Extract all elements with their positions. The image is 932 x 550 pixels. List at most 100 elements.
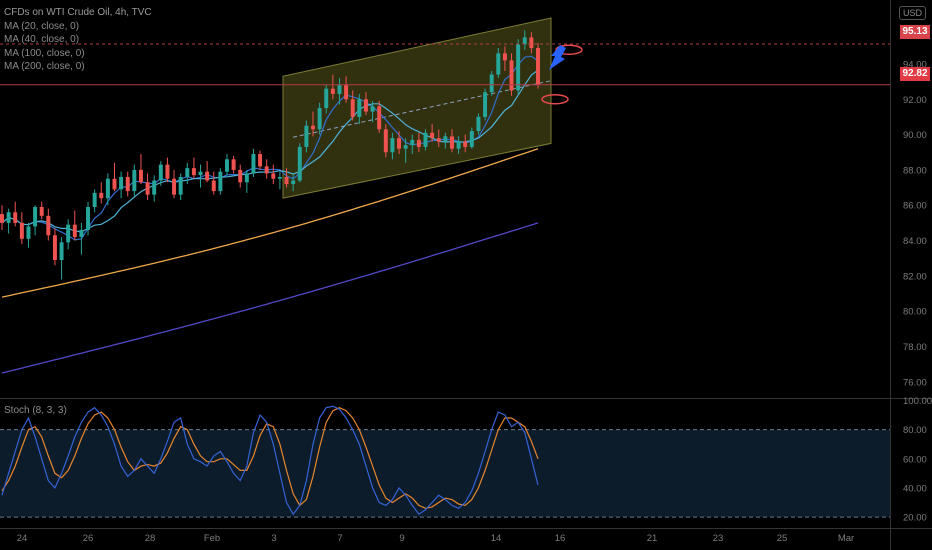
candle-body	[238, 169, 243, 183]
time-tick-label: 24	[17, 533, 28, 544]
moving-averages	[1, 55, 539, 374]
candle-body	[165, 164, 170, 179]
time-tick-label: 16	[555, 533, 566, 544]
candle-body	[324, 88, 329, 109]
time-tick-label: 21	[647, 533, 658, 544]
candle-body	[225, 159, 229, 172]
stoch-tick-label: 20.00	[903, 513, 927, 524]
candle-body	[191, 168, 196, 176]
candle-body	[516, 44, 521, 91]
candle-body	[350, 99, 355, 117]
candle-body	[211, 180, 216, 192]
candle-body	[244, 173, 249, 183]
ma20-label[interactable]: MA (20, close, 0)	[4, 20, 80, 32]
ma200-label[interactable]: MA (200, close, 0)	[4, 61, 85, 72]
time-tick-label: 7	[337, 533, 342, 544]
candle-body	[483, 92, 488, 117]
candle-body	[363, 99, 368, 112]
ma100-label[interactable]: MA (100, close, 0)	[4, 47, 85, 59]
candle-body	[291, 180, 296, 185]
ma40-label[interactable]: MA (40, close, 0)	[4, 34, 80, 45]
ma100-line	[1, 148, 539, 298]
candle-body	[86, 207, 91, 230]
ma200-line	[1, 222, 539, 374]
candle-body	[449, 136, 454, 149]
candle-body	[59, 242, 64, 260]
candle-body	[297, 146, 302, 181]
price-tag-high: 95.13	[900, 25, 930, 39]
time-tick-label: 9	[399, 533, 404, 544]
ma20-line	[1, 55, 539, 241]
candle-body	[317, 108, 322, 130]
candle-body	[496, 53, 501, 75]
stochastic-panel	[0, 405, 890, 518]
stoch-k-line	[1, 405, 539, 516]
ma40-line	[1, 69, 539, 233]
candle-body	[46, 215, 51, 236]
candle-body	[430, 132, 435, 139]
candle-body	[185, 168, 190, 177]
currency-badge[interactable]: USD	[898, 6, 926, 20]
candle-body	[383, 129, 388, 153]
price-tick-label: 86.00	[903, 201, 927, 212]
channel-midline	[292, 80, 552, 138]
support-ellipse	[541, 94, 569, 105]
price-tick-label: 90.00	[903, 130, 927, 141]
time-tick-label: Feb	[204, 533, 220, 544]
candle-body	[26, 226, 31, 239]
candle-body	[377, 106, 382, 130]
candle-body	[258, 154, 263, 167]
price-tag-last: 92.82	[900, 67, 930, 81]
candle-body	[469, 131, 474, 147]
candle-body	[410, 139, 415, 146]
time-tick-label: 28	[145, 533, 156, 544]
time-tick-label: 23	[713, 533, 724, 544]
candle-body	[52, 235, 57, 260]
candle-body	[145, 182, 150, 195]
time-tick-label: 25	[777, 533, 788, 544]
candle-body	[119, 176, 124, 190]
stoch-d-line	[1, 407, 539, 509]
price-tick-label: 88.00	[903, 165, 927, 176]
candle-body	[231, 159, 236, 170]
stoch-tick-label: 60.00	[903, 454, 927, 465]
price-tick-label: 92.00	[903, 95, 927, 106]
candles	[0, 30, 540, 280]
stoch-title[interactable]: Stoch (8, 3, 3)	[4, 405, 67, 416]
candle-body	[344, 85, 349, 100]
price-tick-label: 94.00	[903, 59, 927, 70]
candle-body	[6, 212, 11, 223]
candle-body	[13, 212, 18, 223]
candle-body	[390, 138, 395, 153]
candle-body	[125, 176, 130, 192]
symbol-title[interactable]: CFDs on WTI Crude Oil, 4h, TVC	[4, 7, 152, 18]
candle-body	[138, 169, 143, 183]
candle-body	[92, 192, 97, 207]
candle-body	[330, 88, 335, 94]
candle-body	[33, 207, 38, 227]
candle-body	[198, 171, 203, 176]
candle-body	[311, 125, 315, 130]
trend-channel	[282, 17, 552, 199]
time-tick-label: 3	[271, 533, 276, 544]
candle-body	[132, 169, 137, 192]
candle-body	[19, 222, 24, 239]
candle-body	[72, 224, 77, 238]
time-tick-label: 14	[491, 533, 502, 544]
candle-body	[66, 224, 71, 243]
candle-body	[476, 116, 481, 132]
candle-body	[0, 214, 4, 223]
time-tick-label: Mar	[838, 533, 854, 544]
candle-body	[357, 99, 362, 117]
candle-body	[172, 178, 177, 195]
candle-body	[456, 141, 461, 149]
candle-body	[502, 53, 507, 61]
channel-fill	[282, 17, 552, 199]
candle-body	[529, 37, 534, 49]
candle-body	[416, 139, 421, 147]
candle-body	[271, 173, 276, 179]
candle-body	[152, 180, 157, 195]
candle-body	[423, 132, 428, 147]
candle-body	[536, 48, 540, 86]
